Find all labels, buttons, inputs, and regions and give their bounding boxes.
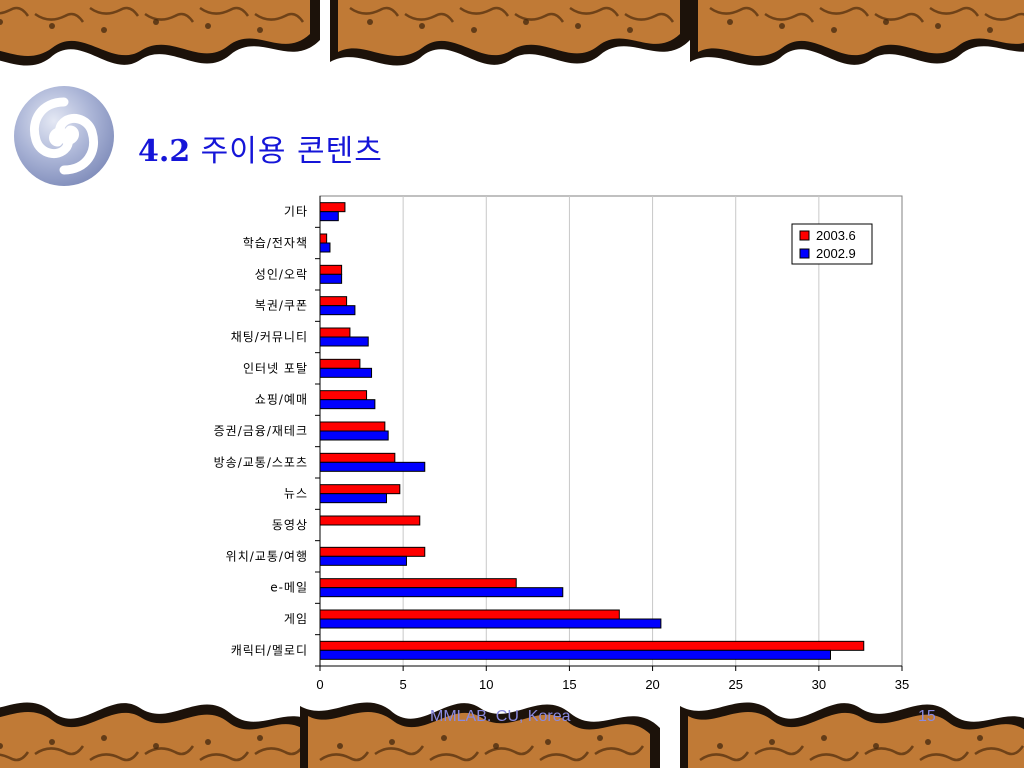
title-number: 4.2 <box>138 134 191 169</box>
bar-2003-6 <box>319 452 396 463</box>
bar-2002-9 <box>319 461 426 472</box>
bar-2003-6 <box>319 640 865 651</box>
category-label: 성인/오락 <box>255 267 308 281</box>
bar-2002-9 <box>319 618 662 629</box>
category-label: 학습/전자책 <box>243 235 308 250</box>
bar-2003-6 <box>319 327 351 338</box>
x-tick-label: 20 <box>645 677 659 692</box>
bar-2003-6 <box>319 515 421 526</box>
spiral-logo-icon <box>14 86 114 186</box>
bar-2003-6 <box>319 578 517 589</box>
wood-border-pattern <box>680 702 1024 768</box>
wood-border-pattern <box>690 0 1024 66</box>
bar-2003-6 <box>319 233 328 244</box>
legend: 2003.6 2002.9 <box>791 223 873 265</box>
bar-2003-6 <box>319 546 426 557</box>
top-wood-border <box>0 0 1024 80</box>
bar-2002-9 <box>319 430 389 441</box>
bar-2003-6 <box>319 390 368 401</box>
bar-2003-6 <box>319 264 343 275</box>
bar-2003-6 <box>319 202 346 213</box>
bottom-wood-border <box>0 692 1024 768</box>
wood-border-pattern <box>0 702 320 768</box>
category-label: 뉴스 <box>284 487 308 501</box>
x-tick-label: 10 <box>479 677 493 692</box>
bar-2003-6 <box>319 484 401 495</box>
bar-2003-6 <box>319 609 620 620</box>
category-label: 쇼핑/예매 <box>255 393 308 407</box>
bar-2002-9 <box>319 211 339 222</box>
x-tick-label: 35 <box>895 677 909 692</box>
category-label: 기타 <box>284 205 308 219</box>
x-tick-label: 15 <box>562 677 576 692</box>
x-tick-label: 5 <box>400 677 407 692</box>
bar-2002-9 <box>319 367 373 378</box>
wood-border-pattern <box>300 702 660 768</box>
legend-label: 2003.6 <box>816 228 856 243</box>
legend-swatch <box>799 230 810 241</box>
slide-title: 4.2 주이용 콘텐츠 <box>138 126 383 170</box>
category-label: 복권/쿠폰 <box>255 299 308 313</box>
category-label: 증권/금융/재테크 <box>214 424 308 438</box>
footer-credit: MMLAB. CU, Korea <box>430 708 571 725</box>
bar-chart: 0 5 10 15 20 25 30 35 캐릭터/멜로디 게임 e-메일 위치/교통/여행 동영상 뉴스… <box>214 195 909 692</box>
bar-2002-9 <box>319 336 369 347</box>
bar-2002-9 <box>319 493 388 504</box>
bar-2002-9 <box>319 399 376 410</box>
legend-swatch <box>799 248 810 259</box>
bar-2002-9 <box>319 242 331 253</box>
bar-2002-9 <box>319 555 407 566</box>
bar-2002-9 <box>319 273 343 284</box>
category-label: 위치/교통/여행 <box>226 548 308 563</box>
bar-2003-6 <box>319 296 348 307</box>
category-label: 게임 <box>284 612 308 626</box>
category-label: 채팅/커뮤니티 <box>231 330 308 344</box>
x-tick-label: 30 <box>812 677 826 692</box>
bar-2003-6 <box>319 421 386 432</box>
bar-2002-9 <box>319 587 564 598</box>
wood-border-pattern <box>330 0 690 66</box>
legend-label: 2002.9 <box>816 246 856 261</box>
wood-border-pattern <box>0 0 320 66</box>
bar-2003-6 <box>319 358 361 369</box>
category-label: 방송/교통/스포츠 <box>214 455 308 469</box>
category-label: 캐릭터/멜로디 <box>231 643 308 657</box>
page-number: 15 <box>918 708 936 725</box>
category-label: 동영상 <box>272 518 308 532</box>
x-tick-label: 0 <box>316 677 323 692</box>
bar-2002-9 <box>319 305 356 316</box>
title-text: 주이용 콘텐츠 <box>200 134 383 169</box>
bar-2002-9 <box>319 649 831 660</box>
category-label: e-메일 <box>270 581 308 595</box>
x-tick-label: 25 <box>728 677 742 692</box>
category-label: 인터넷 포탈 <box>243 361 308 375</box>
